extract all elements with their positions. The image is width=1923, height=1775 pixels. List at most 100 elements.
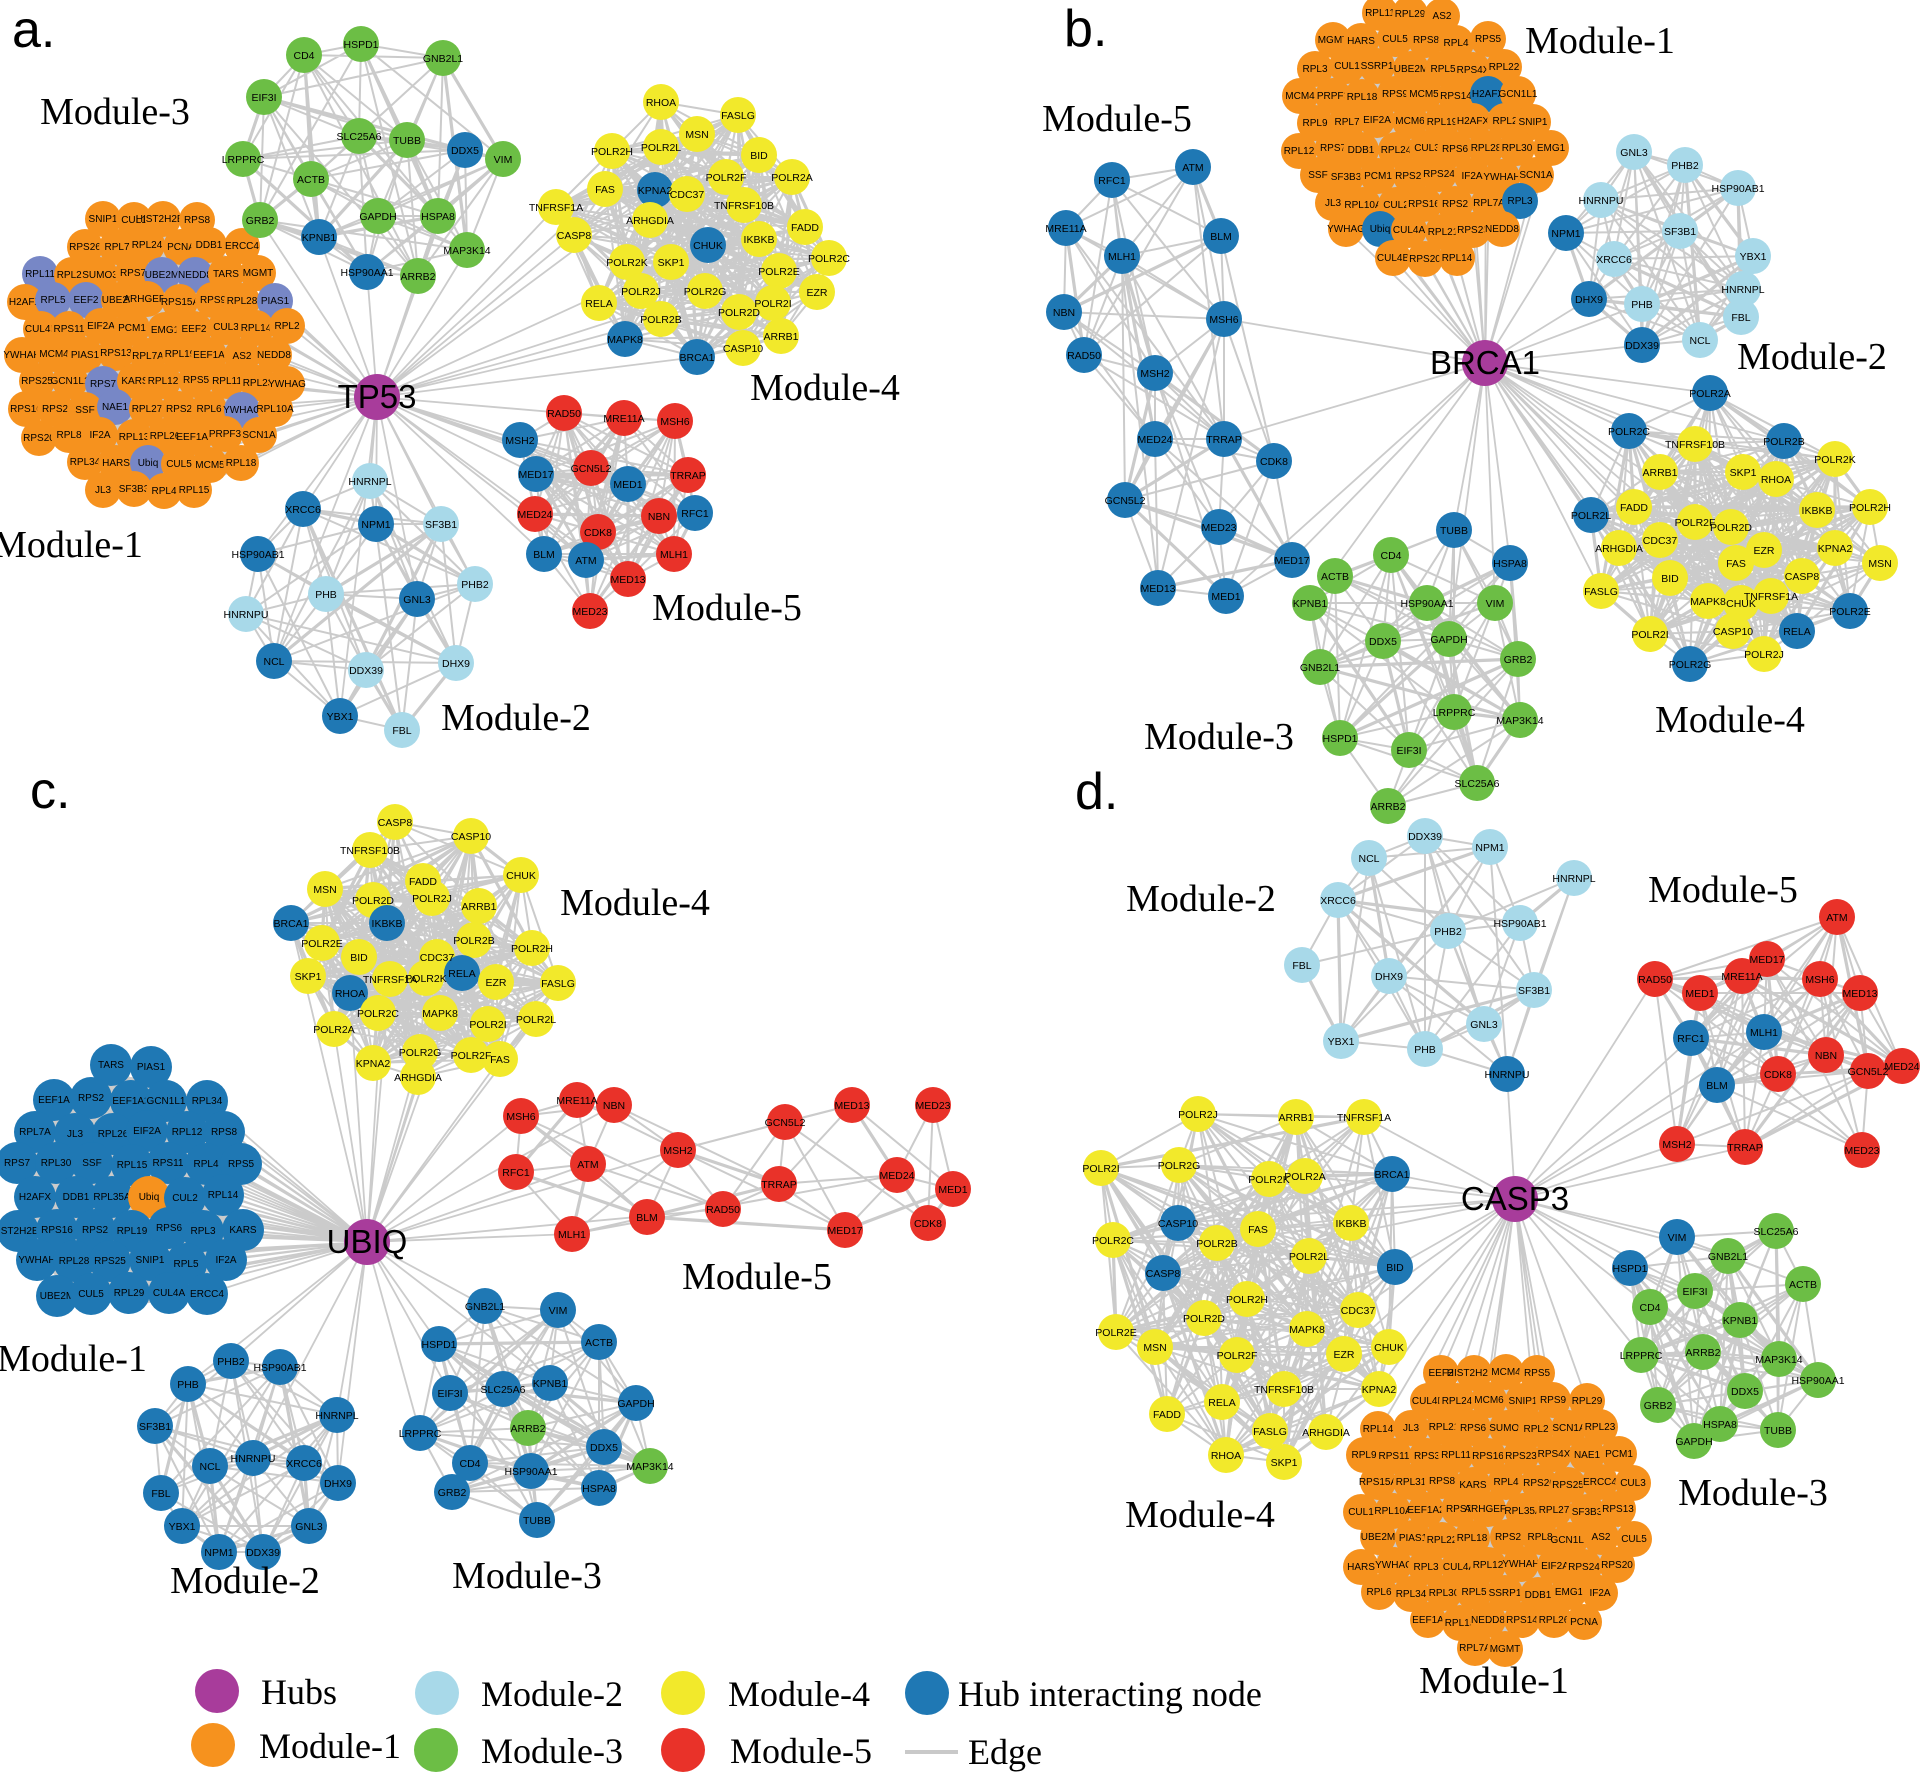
svg-text:POLR2E: POLR2E <box>1095 1327 1136 1339</box>
svg-text:EZR: EZR <box>1754 545 1775 557</box>
svg-text:EEF2: EEF2 <box>181 324 206 335</box>
svg-text:TNFRSF1A: TNFRSF1A <box>1744 591 1798 603</box>
svg-text:NEDD8: NEDD8 <box>257 350 291 361</box>
svg-text:HSP90AA1: HSP90AA1 <box>504 1466 557 1478</box>
svg-text:Module-5: Module-5 <box>652 587 802 629</box>
svg-text:MLH1: MLH1 <box>558 1229 586 1241</box>
svg-text:LRPPRC: LRPPRC <box>399 1428 442 1440</box>
svg-text:SUMO3: SUMO3 <box>82 270 118 281</box>
svg-text:POLR2D: POLR2D <box>1710 522 1752 534</box>
svg-text:YWHAH: YWHAH <box>1483 172 1520 183</box>
svg-text:RPS8: RPS8 <box>1413 35 1440 46</box>
svg-text:TNFRSF1A: TNFRSF1A <box>1337 1112 1391 1124</box>
svg-text:MED13: MED13 <box>834 1100 869 1112</box>
svg-text:YWHAH: YWHAH <box>1502 1559 1539 1570</box>
svg-text:RPS26: RPS26 <box>69 242 101 253</box>
svg-text:VIM: VIM <box>1486 598 1505 610</box>
svg-text:RPS8: RPS8 <box>1429 1476 1456 1487</box>
svg-text:RPL10A: RPL10A <box>1374 1506 1412 1517</box>
svg-text:EEF2: EEF2 <box>73 295 98 306</box>
svg-text:GCN5L2: GCN5L2 <box>1105 495 1146 507</box>
svg-text:KARS: KARS <box>1459 1480 1487 1491</box>
svg-text:SF3B1: SF3B1 <box>139 1421 171 1433</box>
svg-text:RHOA: RHOA <box>1761 474 1791 486</box>
svg-text:EIF3I: EIF3I <box>1682 1286 1707 1298</box>
svg-text:CUL3: CUL3 <box>213 322 239 333</box>
svg-text:YWHAG: YWHAG <box>1375 1560 1413 1571</box>
svg-text:MAPK8: MAPK8 <box>607 334 643 346</box>
svg-text:GCN1L1: GCN1L1 <box>1499 89 1538 100</box>
svg-text:MGMT: MGMT <box>1318 35 1349 46</box>
svg-text:MED1: MED1 <box>1685 988 1714 1000</box>
svg-text:KPNB1: KPNB1 <box>1293 598 1328 610</box>
svg-text:FAS: FAS <box>1248 1224 1268 1236</box>
svg-text:RPS23: RPS23 <box>1505 1451 1537 1462</box>
svg-text:POLR2C: POLR2C <box>808 253 850 265</box>
svg-text:POLR2E: POLR2E <box>758 266 799 278</box>
svg-text:CD4: CD4 <box>1639 1302 1660 1314</box>
svg-text:MAP3K14: MAP3K14 <box>1496 715 1543 727</box>
svg-text:SF3B3: SF3B3 <box>1572 1507 1603 1518</box>
svg-text:RPL13: RPL13 <box>119 432 150 443</box>
svg-text:NBN: NBN <box>1815 1050 1837 1062</box>
svg-text:SNIP1: SNIP1 <box>1519 117 1548 128</box>
svg-text:RPL28: RPL28 <box>227 296 258 307</box>
svg-text:RPL10A: RPL10A <box>256 404 294 415</box>
svg-text:RPS6: RPS6 <box>1460 1423 1487 1434</box>
svg-text:Module-1: Module-1 <box>0 1338 147 1380</box>
svg-text:KARS: KARS <box>121 376 149 387</box>
svg-text:MSH6: MSH6 <box>660 416 689 428</box>
svg-text:RPL18: RPL18 <box>1347 92 1378 103</box>
svg-text:EIF2A: EIF2A <box>1541 1561 1569 1572</box>
svg-text:MSN: MSN <box>685 129 708 141</box>
svg-text:KPNA2: KPNA2 <box>1818 543 1853 555</box>
svg-text:MAPK8: MAPK8 <box>1289 1324 1325 1336</box>
svg-text:POLR2G: POLR2G <box>1158 1160 1201 1172</box>
svg-text:CDK8: CDK8 <box>584 527 612 539</box>
svg-text:RPL31: RPL31 <box>1396 1477 1427 1488</box>
svg-text:POLR2J: POLR2J <box>412 893 452 905</box>
svg-text:SNIP1: SNIP1 <box>89 214 118 225</box>
svg-text:RPL14: RPL14 <box>1442 253 1473 264</box>
svg-text:YBX1: YBX1 <box>1328 1036 1355 1048</box>
svg-text:MAPK8: MAPK8 <box>422 1008 458 1020</box>
svg-text:RPL5: RPL5 <box>173 1259 198 1270</box>
svg-text:PCNA: PCNA <box>1570 1617 1598 1628</box>
svg-text:FADD: FADD <box>409 876 437 888</box>
svg-text:BID: BID <box>1386 1262 1404 1274</box>
svg-text:ARHGDIA: ARHGDIA <box>626 215 674 227</box>
svg-text:BID: BID <box>1661 573 1679 585</box>
svg-text:GRB2: GRB2 <box>1504 654 1533 666</box>
svg-text:MGMT: MGMT <box>243 268 274 279</box>
svg-text:RHOA: RHOA <box>646 97 676 109</box>
svg-text:SLC25A6: SLC25A6 <box>337 131 382 143</box>
svg-text:EZR: EZR <box>1334 1349 1355 1361</box>
svg-text:HIST2H2BE: HIST2H2BE <box>136 214 191 225</box>
svg-text:TUBB: TUBB <box>393 135 421 147</box>
svg-text:MCM6: MCM6 <box>1395 116 1425 127</box>
svg-text:POLR2F: POLR2F <box>1675 517 1716 529</box>
svg-text:SF3B1: SF3B1 <box>1518 985 1550 997</box>
svg-text:Module-3: Module-3 <box>40 91 190 133</box>
svg-text:POLR2I: POLR2I <box>1082 1163 1119 1175</box>
svg-text:Module-1: Module-1 <box>259 1726 401 1766</box>
svg-text:POLR2B: POLR2B <box>453 935 494 947</box>
svg-text:DDB1: DDB1 <box>196 240 223 251</box>
svg-text:FBL: FBL <box>1731 312 1750 324</box>
svg-text:RPS11: RPS11 <box>153 1158 184 1169</box>
svg-text:GNB2L1: GNB2L1 <box>1300 662 1340 674</box>
svg-text:TRRAP: TRRAP <box>761 1179 797 1191</box>
svg-text:CUL4B: CUL4B <box>25 324 58 335</box>
svg-text:AS2: AS2 <box>1592 1532 1611 1543</box>
svg-text:NEDD8: NEDD8 <box>1471 1615 1505 1626</box>
svg-text:PHB: PHB <box>1631 299 1653 311</box>
svg-text:HARS: HARS <box>1347 36 1375 47</box>
svg-text:NCL: NCL <box>263 656 284 668</box>
svg-text:RAD50: RAD50 <box>547 408 581 420</box>
svg-text:CD4: CD4 <box>459 1458 480 1470</box>
svg-text:POLR2K: POLR2K <box>1814 454 1855 466</box>
svg-text:XRCC6: XRCC6 <box>285 504 321 516</box>
svg-text:POLR2J: POLR2J <box>1178 1109 1218 1121</box>
svg-text:RPL15: RPL15 <box>179 485 210 496</box>
svg-text:RPL19: RPL19 <box>117 1226 148 1237</box>
